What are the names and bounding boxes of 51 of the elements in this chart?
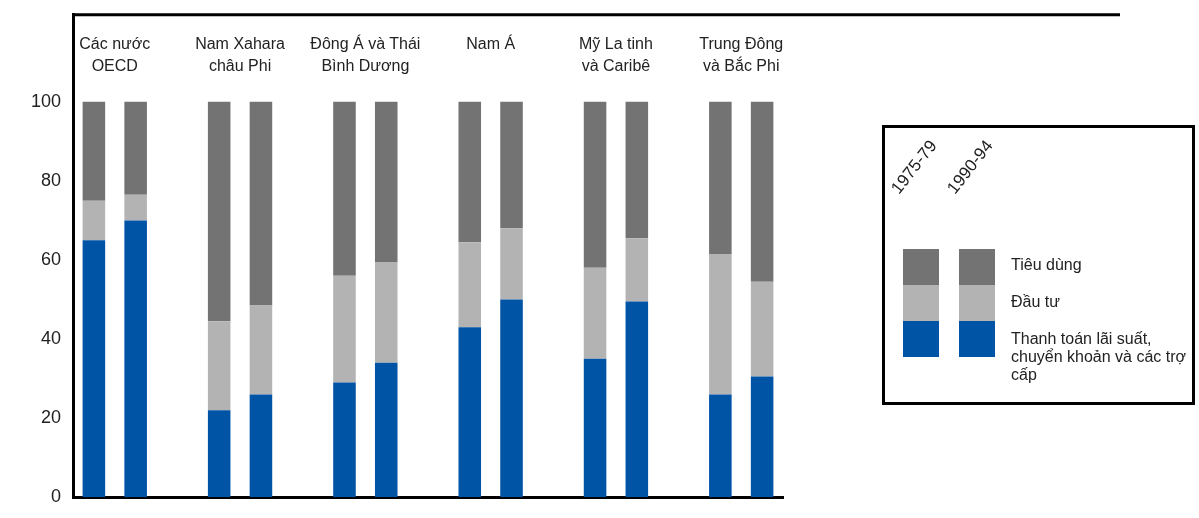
- bar: [458, 101, 482, 243]
- y-tick-label: 60: [40, 248, 61, 269]
- bar: [82, 240, 106, 498]
- bar: [249, 394, 273, 498]
- bar: [583, 358, 607, 498]
- bar: [500, 299, 523, 498]
- x-tick-label: Đông Á và Thái Bình Dương: [310, 34, 421, 75]
- x-tick-label: Các nước OECD: [79, 35, 151, 75]
- y-tick-label: 0: [50, 486, 61, 507]
- x-tick-label: Nam Á: [466, 34, 516, 53]
- x-tick-label: Nam Xahara châu Phi: [195, 35, 286, 75]
- bar: [124, 194, 147, 221]
- y-tick-label: 80: [40, 169, 61, 190]
- bar: [124, 220, 147, 498]
- legend-label: Thanh toán lãi suất, chuyển khoản và các trợ cấp: [1011, 330, 1188, 384]
- bar: [625, 301, 649, 498]
- bar: [333, 275, 356, 383]
- bar: [709, 254, 732, 395]
- bar: [249, 101, 273, 306]
- bar: [750, 101, 774, 282]
- y-tick-label: 40: [40, 328, 61, 348]
- bar: [82, 200, 106, 241]
- bar: [625, 101, 649, 239]
- bar: [750, 281, 774, 377]
- bar: [500, 228, 523, 300]
- bar: [207, 410, 231, 498]
- bar: [709, 394, 732, 498]
- bar: [249, 305, 273, 395]
- bar: [583, 101, 607, 268]
- bar: [750, 376, 774, 498]
- x-tick-label: Trung Đông và Bắc Phi: [699, 35, 784, 75]
- bar: [374, 362, 398, 498]
- bar: [374, 101, 398, 262]
- bar: [374, 261, 398, 363]
- x-tick-label: Mỹ La tinh và Caribê: [579, 35, 653, 75]
- bar: [333, 101, 356, 276]
- bar: [333, 382, 356, 498]
- legend-label: Đầu tư: [1011, 293, 1061, 311]
- bar: [124, 101, 147, 195]
- bar: [709, 101, 732, 255]
- bar: [458, 327, 482, 498]
- bar: [625, 238, 649, 302]
- bar: [207, 321, 231, 411]
- y-tick-label: 100: [30, 90, 61, 111]
- bar: [500, 101, 523, 229]
- legend-label: Tiêu dùng: [1011, 256, 1083, 274]
- bar: [458, 242, 482, 328]
- y-tick-label: 20: [40, 407, 61, 428]
- bar: [207, 101, 231, 322]
- bar: [82, 101, 106, 201]
- bar: [583, 267, 607, 359]
